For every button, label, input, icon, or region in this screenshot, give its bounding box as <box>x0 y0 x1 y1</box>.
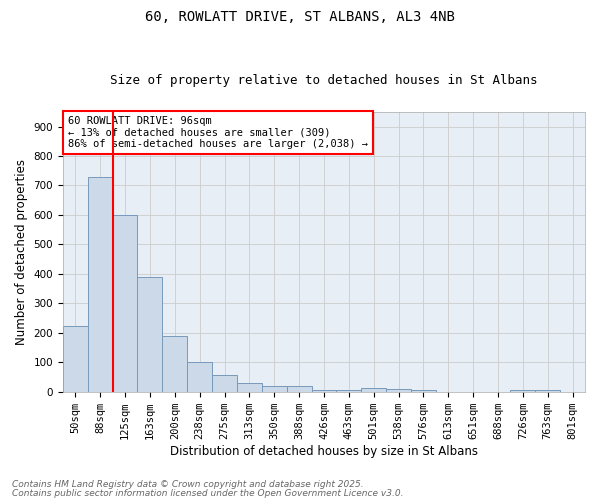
Bar <box>212 374 237 392</box>
Text: Contains HM Land Registry data © Crown copyright and database right 2025.: Contains HM Land Registry data © Crown c… <box>12 480 364 489</box>
Text: 60, ROWLATT DRIVE, ST ALBANS, AL3 4NB: 60, ROWLATT DRIVE, ST ALBANS, AL3 4NB <box>145 10 455 24</box>
Bar <box>113 215 137 392</box>
Title: Size of property relative to detached houses in St Albans: Size of property relative to detached ho… <box>110 74 538 87</box>
Bar <box>63 326 88 392</box>
Bar <box>411 390 436 392</box>
Bar <box>361 388 386 392</box>
Bar <box>337 390 361 392</box>
Bar <box>287 386 311 392</box>
Bar <box>163 336 187 392</box>
Bar <box>511 390 535 392</box>
Bar <box>311 390 337 392</box>
X-axis label: Distribution of detached houses by size in St Albans: Distribution of detached houses by size … <box>170 444 478 458</box>
Y-axis label: Number of detached properties: Number of detached properties <box>15 159 28 345</box>
Bar <box>88 176 113 392</box>
Bar <box>237 384 262 392</box>
Bar <box>386 389 411 392</box>
Bar <box>262 386 287 392</box>
Text: Contains public sector information licensed under the Open Government Licence v3: Contains public sector information licen… <box>12 490 404 498</box>
Bar <box>137 277 163 392</box>
Bar <box>187 362 212 392</box>
Bar <box>535 390 560 392</box>
Text: 60 ROWLATT DRIVE: 96sqm
← 13% of detached houses are smaller (309)
86% of semi-d: 60 ROWLATT DRIVE: 96sqm ← 13% of detache… <box>68 116 368 149</box>
